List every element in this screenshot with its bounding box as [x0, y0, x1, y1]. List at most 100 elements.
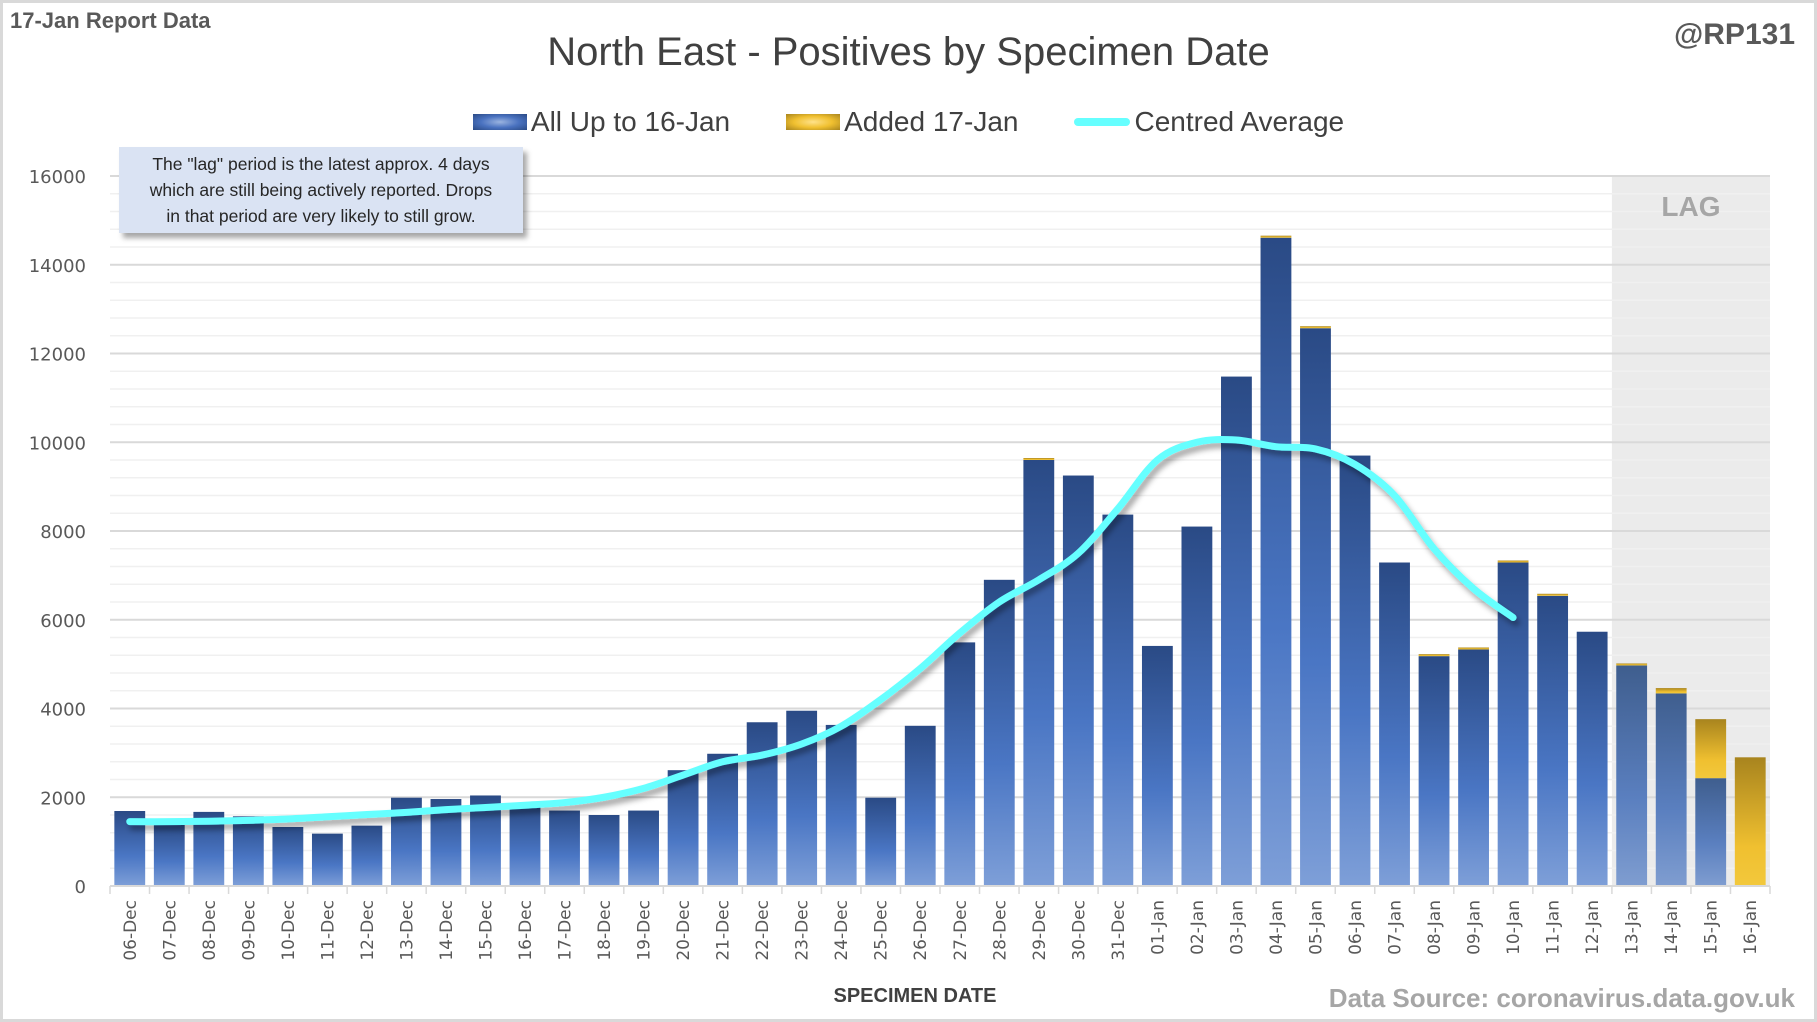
bar-base-26-Dec: [904, 725, 936, 886]
bar-added-08-Jan: [1418, 654, 1450, 657]
legend-label: Centred Average: [1134, 106, 1345, 137]
x-tick-label: 16-Jan: [1741, 900, 1761, 955]
bar-added-11-Jan: [1537, 593, 1569, 596]
bar-base-18-Dec: [588, 815, 620, 886]
y-tick-label: 8000: [40, 522, 86, 543]
x-tick-label: 05-Jan: [1306, 900, 1326, 955]
bar-base-01-Jan: [1141, 645, 1173, 886]
legend-label: All Up to 16-Jan: [530, 106, 731, 137]
bar-base-09-Dec: [232, 816, 264, 886]
legend: All Up to 16-Jan Added 17-Jan Centred Av…: [0, 106, 1817, 138]
y-tick-label: 16000: [29, 167, 86, 188]
x-tick-label: 29-Dec: [1030, 900, 1050, 961]
bar-base-25-Dec: [865, 797, 897, 886]
legend-item-average: Centred Average: [1074, 106, 1344, 138]
x-tick-label: 09-Dec: [239, 900, 259, 961]
bar-added-04-Jan: [1260, 235, 1292, 238]
annotation-line: which are still being actively reported.…: [149, 180, 493, 200]
x-tick-label: 02-Jan: [1188, 900, 1208, 955]
x-tick-label: 12-Dec: [358, 900, 378, 961]
bar-added-05-Jan: [1300, 326, 1331, 329]
y-axis: 0 2000 4000 6000 8000 10000 12000 14000 16000: [29, 167, 86, 898]
x-tick-label: 28-Dec: [990, 900, 1010, 961]
bar-base-06-Jan: [1339, 455, 1371, 886]
y-tick-label: 0: [75, 877, 86, 898]
x-tick-label: 06-Dec: [121, 900, 141, 961]
bar-base-17-Dec: [549, 810, 580, 886]
data-source: Data Source: coronavirus.data.gov.uk: [1328, 983, 1795, 1013]
x-tick-label: 11-Dec: [318, 900, 338, 961]
x-tick-label: 15-Dec: [476, 900, 496, 961]
centred-average-line: [126, 436, 1517, 826]
x-tick-label: 14-Jan: [1662, 900, 1682, 955]
x-tick-label: 12-Jan: [1583, 900, 1603, 955]
legend-item-base: All Up to 16-Jan: [472, 106, 731, 138]
x-tick-label: 25-Dec: [872, 900, 892, 961]
report-date-label: 17-Jan Report Data: [10, 8, 211, 33]
author-handle: @RP131: [1674, 18, 1795, 51]
x-tick-label: 13-Jan: [1623, 900, 1643, 955]
legend-label: Added 17-Jan: [844, 106, 1019, 137]
y-tick-label: 4000: [40, 700, 86, 721]
x-tick-label: 08-Dec: [200, 900, 220, 961]
lag-label: LAG: [1661, 191, 1720, 222]
bar-base-13-Jan: [1616, 665, 1648, 886]
x-tick-label: 27-Dec: [951, 900, 971, 961]
bar-added-13-Jan: [1616, 663, 1648, 666]
bar-base-05-Jan: [1300, 328, 1331, 886]
lag-annotation-box: The "lag" period is the latest approx. 4…: [119, 147, 523, 233]
x-tick-label: 14-Dec: [437, 900, 457, 961]
bar-added-10-Jan: [1497, 560, 1529, 563]
legend-item-added: Added 17-Jan: [786, 106, 1018, 138]
x-axis-title: SPECIMEN DATE: [833, 985, 997, 1007]
y-tick-label: 6000: [40, 611, 86, 632]
x-tick-label: 06-Jan: [1346, 900, 1366, 955]
x-tick-label: 07-Dec: [160, 900, 180, 961]
x-tick-label: 09-Jan: [1465, 900, 1485, 955]
x-tick-label: 15-Jan: [1702, 900, 1722, 955]
x-tick-label: 18-Dec: [595, 900, 615, 961]
x-tick-label: 10-Jan: [1504, 900, 1524, 955]
bars: [114, 235, 1766, 886]
bar-base-03-Jan: [1221, 376, 1252, 886]
x-tick-label: 03-Jan: [1227, 900, 1247, 955]
x-tick-label: 19-Dec: [635, 900, 655, 961]
bar-base-30-Dec: [1062, 475, 1094, 886]
x-tick-label: 17-Dec: [556, 900, 576, 961]
bar-base-10-Dec: [272, 826, 304, 886]
x-tick-label: 31-Dec: [1109, 900, 1129, 961]
x-tick-label: 08-Jan: [1425, 900, 1445, 955]
x-tick-label: 11-Jan: [1544, 900, 1564, 955]
y-tick-label: 10000: [29, 433, 86, 454]
bar-base-19-Dec: [628, 810, 659, 886]
x-tick-label: 26-Dec: [911, 900, 931, 961]
annotation-line: in that period are very likely to still …: [166, 206, 476, 226]
bar-base-02-Jan: [1181, 526, 1213, 886]
x-tick-label: 07-Jan: [1386, 900, 1406, 955]
x-tick-label: 16-Dec: [516, 900, 536, 961]
bar-base-16-Dec: [509, 806, 541, 886]
bar-base-15-Jan: [1695, 778, 1727, 886]
x-axis: 06-Dec 07-Dec 08-Dec 09-Dec 10-Dec 11-Dec 12-D…: [109, 885, 1771, 961]
bar-base-22-Dec: [746, 722, 778, 886]
x-tick-label: 04-Jan: [1267, 900, 1287, 955]
bar-base-12-Dec: [351, 825, 383, 886]
bar-base-08-Jan: [1418, 656, 1450, 886]
y-tick-label: 14000: [29, 256, 86, 277]
cyan-line-icon: [1074, 118, 1131, 126]
x-tick-label: 13-Dec: [397, 900, 417, 961]
bar-added-16-Jan: [1734, 757, 1766, 886]
bar-base-07-Jan: [1379, 562, 1410, 886]
bar-base-11-Dec: [311, 833, 343, 886]
bar-base-07-Dec: [153, 824, 185, 886]
bar-base-29-Dec: [1023, 460, 1055, 886]
bar-base-20-Dec: [667, 770, 699, 886]
bar-base-27-Dec: [944, 642, 976, 886]
x-tick-label: 10-Dec: [279, 900, 299, 961]
bar-base-24-Dec: [825, 724, 857, 886]
y-tick-label: 12000: [29, 345, 86, 366]
chart-title: North East - Positives by Specimen Date: [547, 30, 1270, 74]
x-tick-label: 30-Dec: [1069, 900, 1089, 961]
bar-base-21-Dec: [707, 753, 739, 886]
